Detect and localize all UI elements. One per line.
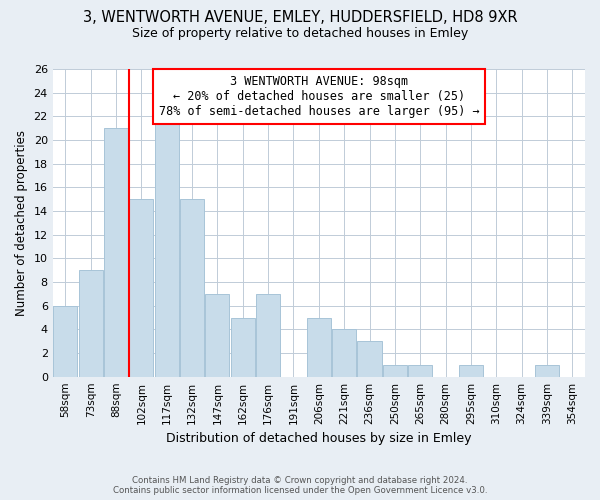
Bar	[104, 128, 128, 376]
Bar	[383, 365, 407, 376]
Bar	[358, 341, 382, 376]
Bar	[459, 365, 483, 376]
Bar	[205, 294, 229, 376]
Bar	[155, 104, 179, 376]
Bar	[53, 306, 77, 376]
Bar	[79, 270, 103, 376]
Bar	[535, 365, 559, 376]
Bar	[256, 294, 280, 376]
Bar	[332, 330, 356, 376]
Text: 3 WENTWORTH AVENUE: 98sqm
← 20% of detached houses are smaller (25)
78% of semi-: 3 WENTWORTH AVENUE: 98sqm ← 20% of detac…	[158, 75, 479, 118]
Bar	[180, 199, 204, 376]
Y-axis label: Number of detached properties: Number of detached properties	[15, 130, 28, 316]
Bar	[307, 318, 331, 376]
Bar	[408, 365, 432, 376]
Text: Contains HM Land Registry data © Crown copyright and database right 2024.
Contai: Contains HM Land Registry data © Crown c…	[113, 476, 487, 495]
Text: Size of property relative to detached houses in Emley: Size of property relative to detached ho…	[132, 28, 468, 40]
Bar	[231, 318, 255, 376]
Text: 3, WENTWORTH AVENUE, EMLEY, HUDDERSFIELD, HD8 9XR: 3, WENTWORTH AVENUE, EMLEY, HUDDERSFIELD…	[83, 10, 517, 25]
X-axis label: Distribution of detached houses by size in Emley: Distribution of detached houses by size …	[166, 432, 472, 445]
Bar	[130, 199, 154, 376]
